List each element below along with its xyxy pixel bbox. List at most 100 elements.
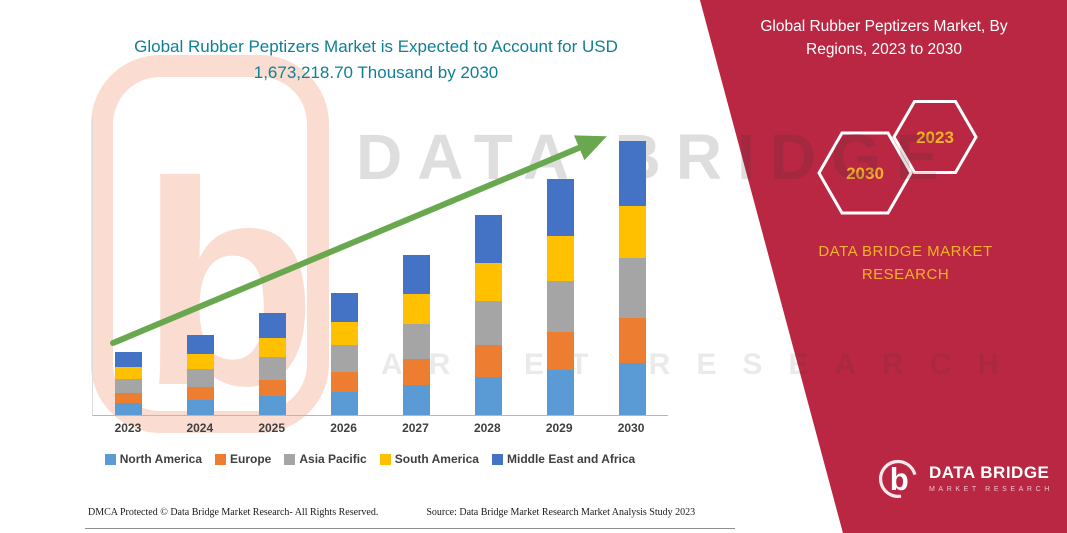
- brand-text: DATA BRIDGE MARKET RESEARCH: [818, 243, 993, 284]
- legend-item-south-america: South America: [379, 452, 479, 466]
- chart-legend: North America Europe Asia Pacific South Ame…: [60, 452, 680, 466]
- bar-segment-south-america: [187, 354, 215, 369]
- legend-swatch-middle-east-and-africa: [491, 453, 503, 465]
- bar-segment-europe: [259, 380, 287, 396]
- region-panel-title: Global Rubber Peptizers Market, By Regio…: [760, 18, 1008, 59]
- bar-2029: [546, 179, 574, 415]
- bar-2024: [187, 335, 215, 415]
- bar-segment-middle-east-and-africa: [618, 141, 646, 206]
- trend-line: [110, 135, 607, 346]
- bar-slot-2030: [596, 118, 668, 415]
- bar-segment-asia-pacific: [115, 379, 143, 393]
- bar-segment-middle-east-and-africa: [187, 335, 215, 354]
- bar-segment-north-america: [546, 370, 574, 415]
- data-bridge-b-watermark-icon: b: [91, 55, 329, 437]
- footer: DMCA Protected © Data Bridge Market Rese…: [88, 507, 695, 518]
- bar-segment-middle-east-and-africa: [115, 352, 143, 367]
- bar-slot-2023: [93, 118, 165, 415]
- watermark-rounded-square: [91, 55, 329, 433]
- bar-segment-south-america: [474, 263, 502, 301]
- bar-segment-middle-east-and-africa: [546, 179, 574, 236]
- bar-slot-2029: [524, 118, 596, 415]
- hexagon-2023-label: 2023: [916, 128, 954, 147]
- data-bridge-logo: b DATA BRIDGE MARKET RESEARCH: [876, 456, 1053, 500]
- legend-swatch-asia-pacific: [284, 453, 296, 465]
- bar-segment-asia-pacific: [331, 345, 359, 372]
- logo-name: DATA BRIDGE: [929, 463, 1050, 482]
- x-label-2030: 2030: [617, 421, 645, 435]
- x-label-2025: 2025: [258, 421, 286, 435]
- legend-label-north-america: North America: [119, 452, 203, 466]
- legend-item-asia-pacific: Asia Pacific: [284, 452, 367, 466]
- source-text: Source: Data Bridge Market Research Mark…: [426, 507, 696, 518]
- bar-segment-middle-east-and-africa: [331, 293, 359, 322]
- legend-swatch-europe: [215, 453, 227, 465]
- bar-segment-asia-pacific: [259, 357, 287, 380]
- bar-segment-asia-pacific: [618, 258, 646, 318]
- x-label-2028: 2028: [473, 421, 501, 435]
- x-label-2026: 2026: [330, 421, 357, 435]
- hexagon-2030-label: 2030: [846, 164, 884, 183]
- bar-segment-south-america: [331, 322, 359, 345]
- bar-segment-asia-pacific: [474, 301, 502, 345]
- x-label-2027: 2027: [402, 421, 429, 435]
- bar-segment-south-america: [618, 206, 646, 258]
- legend-label-asia-pacific: Asia Pacific: [299, 452, 367, 466]
- bar-segment-asia-pacific: [546, 281, 574, 332]
- bar-segment-asia-pacific: [187, 369, 215, 387]
- hexagon-2030: [817, 131, 913, 215]
- bar-segment-north-america: [115, 403, 143, 415]
- legend-swatch-south-america: [379, 453, 391, 465]
- bar-slot-2025: [237, 118, 309, 415]
- bar-segment-middle-east-and-africa: [402, 255, 430, 294]
- dmca-text: DMCA Protected © Data Bridge Market Rese…: [88, 507, 379, 518]
- bar-2028: [474, 215, 502, 415]
- logo-text-block: DATA BRIDGE MARKET RESEARCH: [929, 463, 1053, 493]
- x-label-2023: 2023: [114, 421, 142, 435]
- legend-item-middle-east-and-africa: Middle East and Africa: [491, 452, 636, 466]
- bar-segment-south-america: [259, 338, 287, 357]
- hexagon-2023: [892, 100, 978, 174]
- x-axis-labels: 2023 2024 2025 2026 2027 2028 2029 2030: [92, 421, 667, 435]
- footer-rule: [85, 528, 735, 529]
- bar-segment-south-america: [402, 294, 430, 324]
- watermark-b-letter: b: [140, 122, 317, 437]
- bar-segment-south-america: [546, 236, 574, 281]
- legend-label-south-america: South America: [394, 452, 479, 466]
- bar-slot-2027: [381, 118, 453, 415]
- bar-segment-north-america: [618, 363, 646, 415]
- watermark-marketresearch: MARKET RESEARCH: [330, 348, 1026, 381]
- bar-slot-2026: [309, 118, 381, 415]
- bar-segment-europe: [402, 359, 430, 385]
- x-label-2029: 2029: [545, 421, 573, 435]
- bar-segment-north-america: [259, 396, 287, 415]
- trend-arrow-icon: [110, 135, 607, 346]
- legend-swatch-north-america: [104, 453, 116, 465]
- bar-segment-north-america: [187, 400, 215, 415]
- bar-2027: [402, 255, 430, 415]
- legend-label-middle-east-and-africa: Middle East and Africa: [506, 452, 636, 466]
- bar-segment-north-america: [331, 392, 359, 415]
- bar-segment-europe: [115, 393, 143, 403]
- bar-segment-europe: [618, 318, 646, 363]
- logo-swirl: [878, 459, 918, 498]
- bar-segment-middle-east-and-africa: [474, 215, 502, 263]
- bar-2030: [618, 141, 646, 415]
- legend-item-north-america: North America: [104, 452, 203, 466]
- bar-2026: [331, 293, 359, 415]
- chart-title: Global Rubber Peptizers Market is Expect…: [134, 37, 618, 82]
- legend-item-europe: Europe: [215, 452, 271, 466]
- bar-segment-south-america: [115, 367, 143, 379]
- bar-segment-asia-pacific: [402, 324, 430, 359]
- x-label-2024: 2024: [186, 421, 214, 435]
- stacked-bar-plot: [92, 118, 668, 416]
- data-bridge-logo-icon: b: [878, 459, 918, 498]
- bar-segment-middle-east-and-africa: [259, 313, 287, 338]
- bar-slot-2024: [165, 118, 237, 415]
- bar-segment-europe: [474, 345, 502, 377]
- bar-slot-2028: [452, 118, 524, 415]
- bar-segment-europe: [546, 332, 574, 370]
- bar-segment-europe: [331, 372, 359, 392]
- bar-segment-north-america: [474, 377, 502, 415]
- bar-2023: [115, 352, 143, 415]
